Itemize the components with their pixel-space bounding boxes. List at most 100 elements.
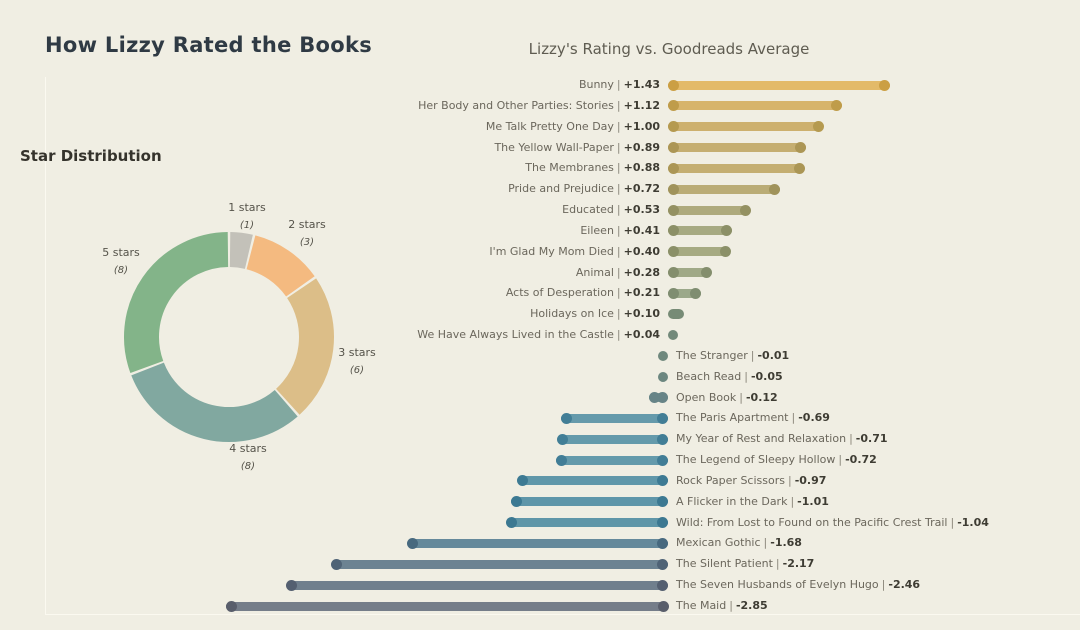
bar-end-dot [700, 267, 712, 279]
rating-diff-bar [667, 267, 712, 279]
bar-end-dot [657, 579, 669, 591]
bar-end-dot [769, 183, 781, 195]
book-title: The Stranger [676, 348, 748, 362]
bar-end-dot [667, 287, 679, 299]
book-title: Eileen [580, 223, 614, 237]
bar-end-dot [667, 183, 679, 195]
star-distribution-subtitle: Star Distribution [20, 147, 162, 165]
donut-segment-label: 1 stars (1) [228, 201, 266, 231]
book-label: I'm Glad My Mom Died | +0.40 [489, 242, 660, 262]
book-label: The Yellow Wall-Paper | +0.89 [494, 138, 660, 158]
bar-end-dot [667, 100, 679, 112]
donut-segment-3-stars [275, 278, 334, 415]
book-title: I'm Glad My Mom Died [489, 244, 614, 258]
rating-diff-value: +0.10 [623, 307, 660, 321]
book-title: Pride and Prejudice [508, 182, 614, 196]
bar-end-dot [812, 121, 824, 133]
separator: | [787, 473, 792, 487]
separator: | [950, 515, 955, 529]
separator: | [616, 223, 621, 237]
donut-segment-1-stars [229, 232, 253, 269]
page-title: How Lizzy Rated the Books [45, 33, 373, 57]
rating-diff-bar [667, 121, 824, 133]
bar-end-dot [510, 496, 522, 508]
separator: | [616, 203, 621, 217]
donut-segment-label: 3 stars (6) [338, 346, 376, 376]
separator: | [763, 536, 768, 550]
rating-diff-value: +1.43 [623, 78, 660, 91]
rating-diff-value: +0.72 [623, 182, 660, 196]
bar-end-dot [719, 246, 731, 258]
rating-diff-value: +1.00 [623, 119, 660, 133]
book-title: The Maid [676, 599, 727, 612]
rating-diff-bar [506, 517, 669, 529]
book-label: The Paris Apartment | -0.69 [676, 408, 830, 428]
rating-diff-bar [667, 204, 751, 216]
rating-diff-value: -1.04 [957, 515, 989, 529]
rating-diff-value: +0.21 [623, 286, 660, 300]
rating-diff-value: +0.88 [623, 161, 660, 175]
book-label: My Year of Rest and Relaxation | -0.71 [676, 429, 888, 449]
rating-diff-value: -0.12 [745, 390, 778, 404]
rating-diff-bar [557, 433, 669, 445]
book-label: The Seven Husbands of Evelyn Hugo | -2.46 [676, 575, 920, 595]
bar-end-dot [657, 392, 669, 404]
rating-diff-bar [648, 392, 669, 404]
rating-diff-bar [658, 350, 668, 361]
rating-diff-value: -2.17 [782, 557, 815, 571]
separator: | [616, 98, 621, 112]
rating-diff-bar [667, 100, 843, 112]
star-distribution-donut-chart: 1 stars (1) 2 stars (3) 3 stars (6) 4 stars (8)… [102, 201, 376, 472]
separator: | [616, 244, 621, 258]
book-title: We Have Always Lived in the Castle [417, 328, 614, 342]
book-title: Acts of Desperation [505, 286, 614, 300]
rating-diff-bar [667, 246, 731, 258]
bar-end-dot [286, 579, 298, 591]
book-title: The Legend of Sleepy Hollow [676, 453, 836, 467]
rating-vs-average-title: Lizzy's Rating vs. Goodreads Average [528, 40, 810, 58]
separator: | [739, 390, 743, 404]
rating-diff-bar [667, 142, 807, 154]
bar-end-dot [667, 121, 679, 133]
book-title: The Seven Husbands of Evelyn Hugo [676, 578, 879, 592]
bar-end-dot [831, 100, 843, 112]
donut-segment-label: 2 stars (3) [288, 218, 326, 248]
rating-diff-value: +0.41 [623, 223, 660, 237]
rating-diff-bar [517, 475, 669, 487]
book-label: Her Body and Other Parties: Stories | +1.1… [418, 96, 660, 116]
rating-diff-value: -0.97 [794, 473, 827, 487]
bar-end-dot [739, 204, 751, 216]
rating-diff-value: -0.71 [855, 432, 888, 446]
bar-end-dot [560, 412, 572, 424]
book-title: Educated [562, 203, 614, 217]
book-title: Rock Paper Scissors [676, 473, 785, 487]
separator: | [775, 557, 780, 571]
book-title: Holidays on Ice [530, 307, 614, 321]
separator: | [616, 119, 621, 133]
rating-diff-value: +0.89 [623, 140, 660, 154]
rating-diff-bar [667, 287, 702, 299]
bar-end-dot [690, 287, 702, 299]
book-title: The Paris Apartment [676, 411, 789, 425]
rating-diff-value: +0.28 [623, 265, 660, 279]
book-label: Me Talk Pretty One Day | +1.00 [486, 117, 660, 137]
rating-diff-value: -2.46 [888, 578, 921, 592]
book-label: Eileen | +0.41 [580, 221, 660, 241]
bar-end-dot [331, 558, 343, 570]
rating-diff-bar [658, 371, 668, 382]
bar-end-dot [667, 225, 679, 237]
separator: | [838, 453, 843, 467]
book-label: The Membranes | +0.88 [525, 158, 660, 178]
rating-diff-bar [331, 558, 669, 570]
bar-end-dot [517, 475, 529, 487]
bar-end-dot [667, 246, 679, 258]
bar-end-dot [657, 412, 669, 424]
book-title: The Silent Patient [676, 557, 773, 571]
book-label: The Maid | -2.85 [676, 596, 768, 616]
book-label: Open Book | -0.12 [676, 388, 778, 408]
rating-diff-bar [667, 162, 805, 174]
bar-end-dot [657, 496, 669, 508]
book-title: Mexican Gothic [676, 536, 761, 550]
book-title: The Membranes [525, 161, 614, 175]
bar-end-dot [667, 142, 679, 154]
